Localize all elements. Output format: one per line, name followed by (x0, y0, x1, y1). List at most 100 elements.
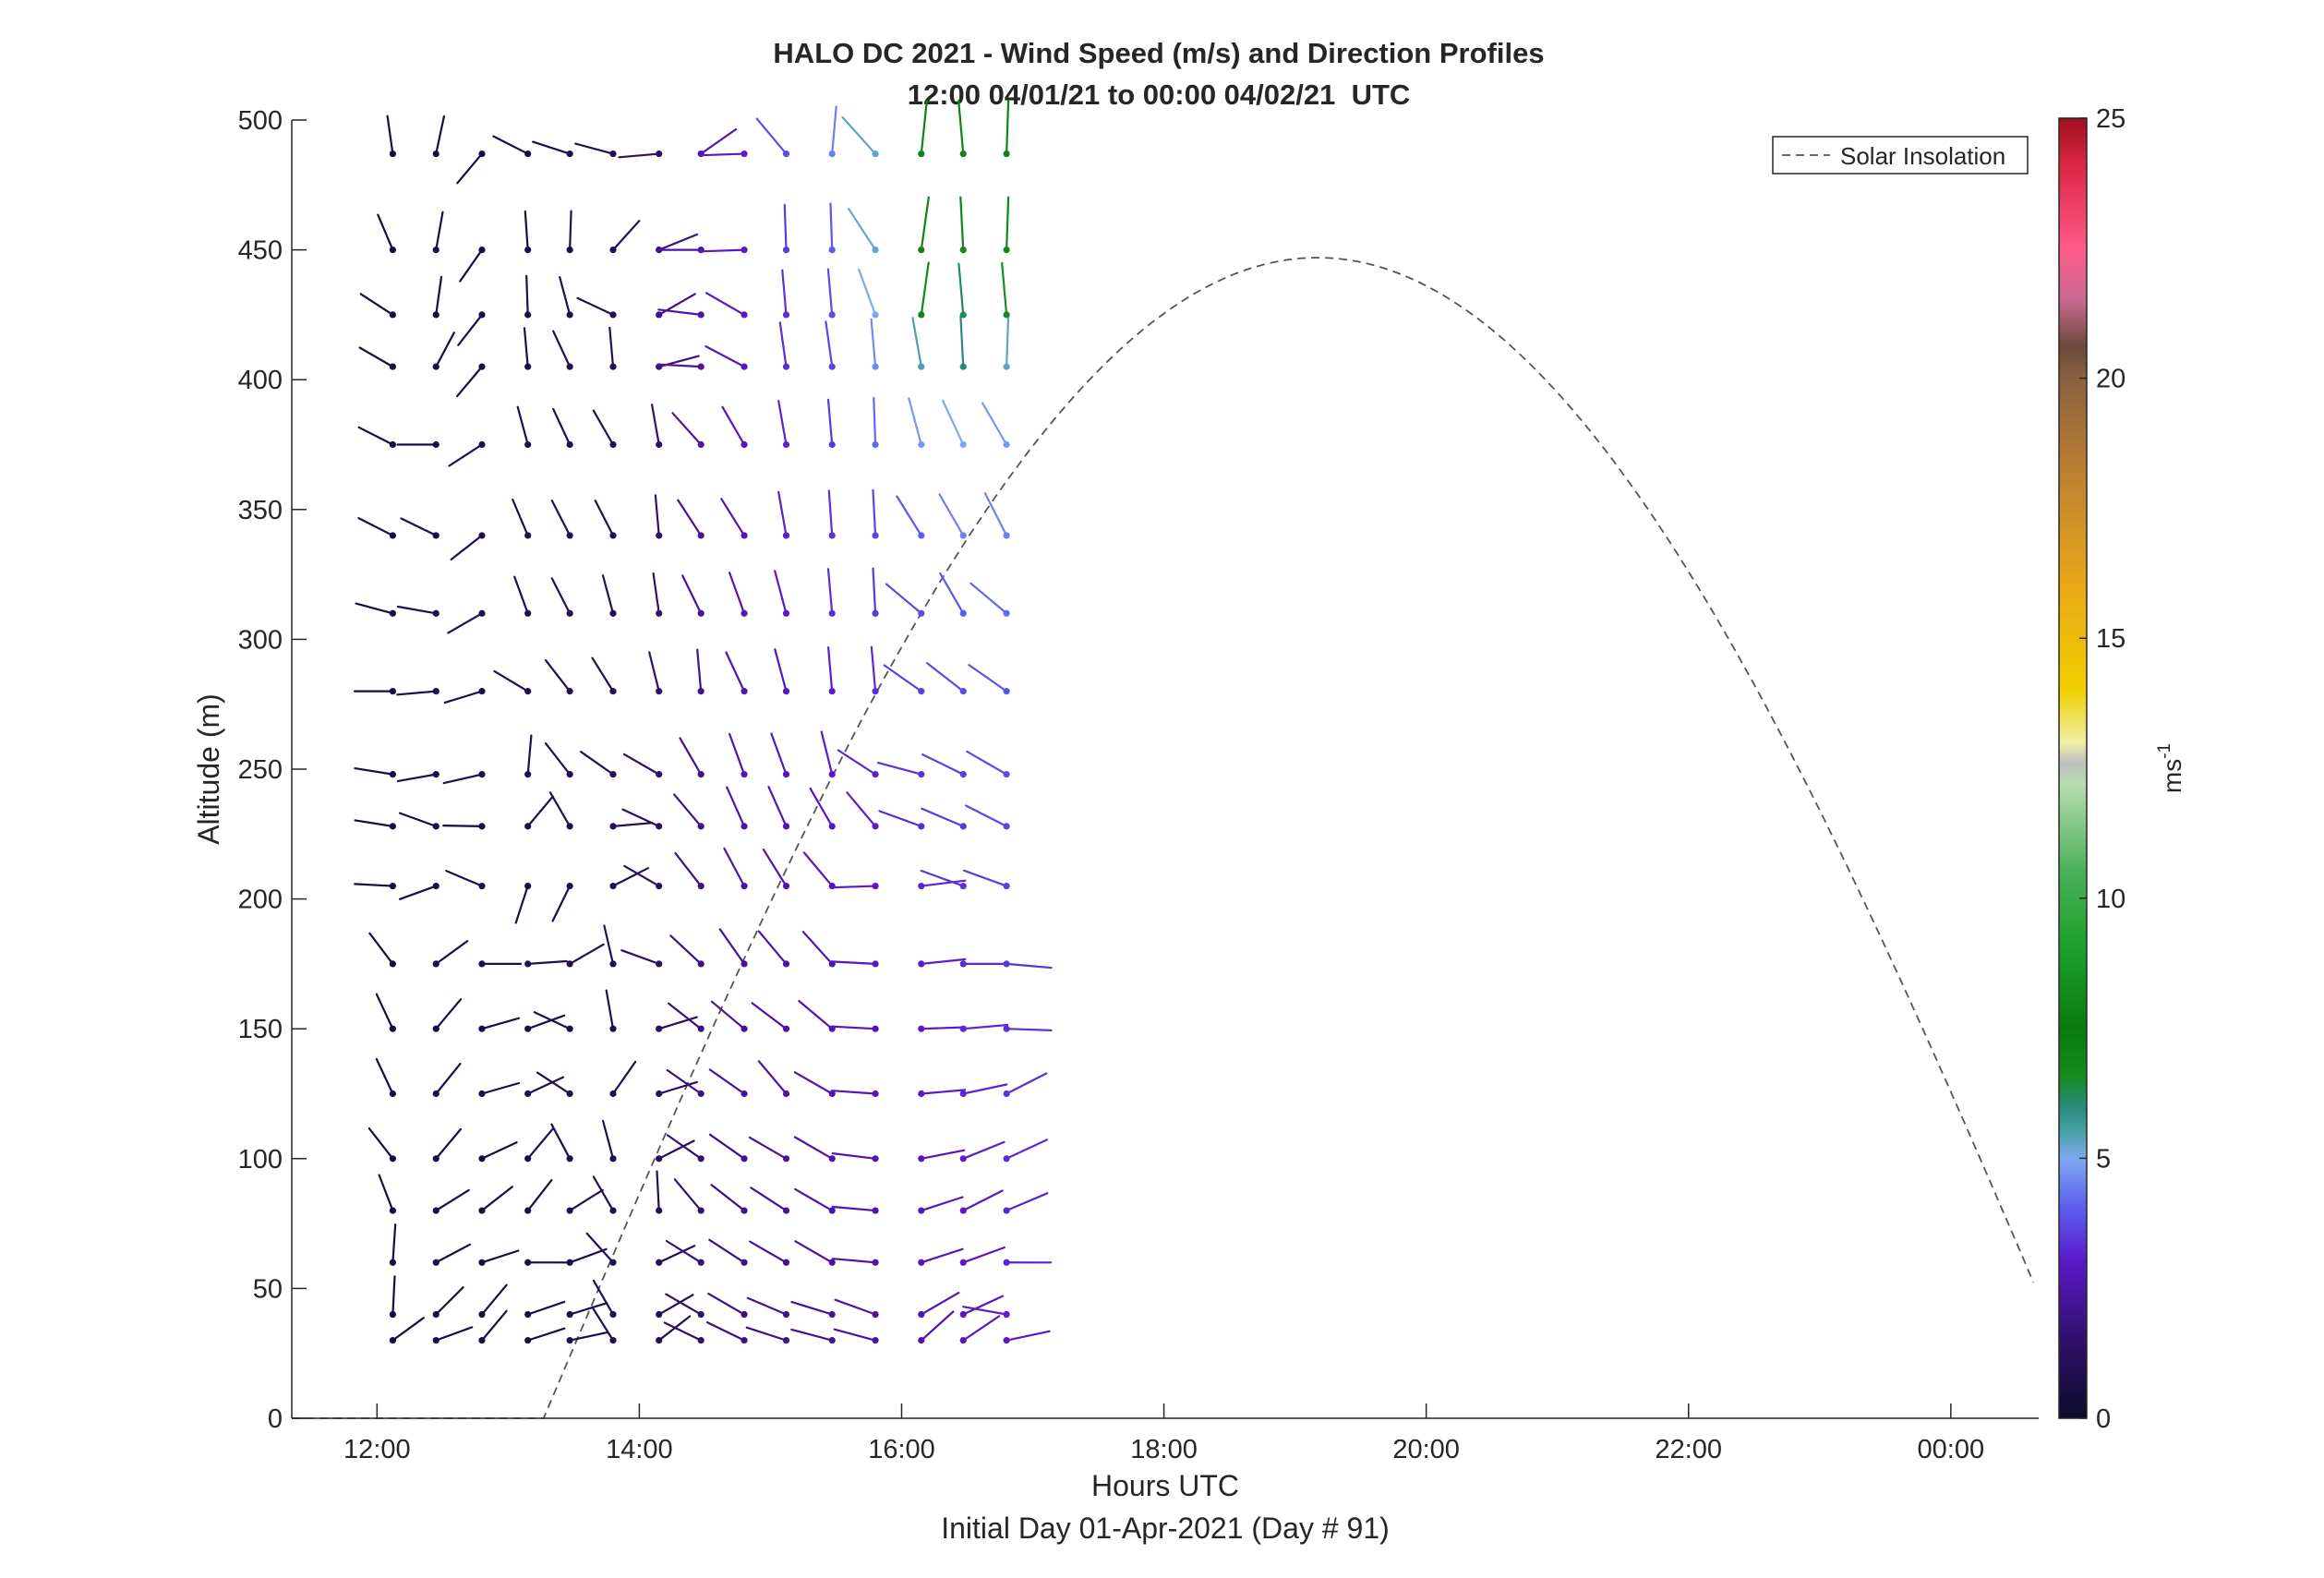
wind-barb-station-dot (389, 882, 396, 890)
wind-barb-station-dot (478, 440, 486, 449)
solar-insolation-curve (292, 257, 2035, 1419)
wind-barb-station-dot (697, 1155, 704, 1162)
wind-barb-shaft (665, 1293, 703, 1316)
wind-barb-shaft (1005, 196, 1010, 251)
wind-barb-station-dot (524, 1090, 532, 1098)
wind-barb-shaft (745, 1326, 788, 1342)
y-tick-label: 300 (238, 625, 283, 655)
wind-barb-station-dot (389, 363, 396, 370)
wind-barb-shaft (826, 398, 834, 446)
wind-barb-station-dot (432, 440, 440, 449)
wind-barb-station-dot (389, 532, 396, 539)
wind-barb-station-dot (1003, 532, 1010, 539)
wind-barb-shaft (726, 786, 746, 827)
wind-barb-shaft (793, 1136, 834, 1160)
wind-barb-station-dot (566, 688, 573, 695)
wind-barb-station-dot (782, 532, 790, 539)
wind-barb-shaft (708, 1068, 746, 1095)
wind-barb-shaft (801, 931, 834, 966)
wind-barb-shaft (831, 1090, 877, 1095)
x-axis-sublabel: Initial Day 01-Apr-2021 (Day # 91) (941, 1512, 1390, 1545)
wind-barb-shaft (552, 330, 572, 368)
wind-barb-shaft (621, 808, 660, 827)
wind-barb-shaft (569, 1247, 608, 1264)
colorbar-tick-label: 20 (2096, 365, 2125, 394)
wind-barb-station-dot (656, 1025, 663, 1032)
wind-barb-station-dot (432, 1090, 440, 1098)
wind-barb-station-dot (609, 363, 617, 370)
wind-barb-station-dot (609, 150, 617, 158)
wind-barb-shaft (908, 397, 922, 446)
wind-barb-station-dot (828, 1310, 836, 1319)
wind-barb-shaft (512, 498, 529, 537)
wind-barb-shaft (480, 1249, 520, 1264)
wind-barb-shaft (532, 140, 572, 155)
wind-barb-station-dot (828, 1337, 836, 1344)
wind-barb-shaft (398, 885, 438, 900)
wind-barb-station-dot (782, 688, 790, 695)
wind-barb-shaft (456, 152, 484, 185)
wind-barb-station-dot (918, 823, 925, 830)
colorbar-tick-label: 5 (2096, 1144, 2111, 1174)
chart-title: HALO DC 2021 - Wind Speed (m/s) and Dire… (773, 37, 1544, 69)
solar-insolation-layer (292, 257, 2035, 1419)
wind-barb-shaft (968, 663, 1008, 693)
wind-barb-station-dot (828, 1259, 836, 1266)
wind-barb-station-dot (959, 440, 967, 449)
wind-barb-station-dot (741, 532, 748, 539)
wind-barb-station-dot (959, 1090, 967, 1098)
wind-barb-shaft (969, 582, 1008, 615)
wind-barb-station-dot (609, 1310, 617, 1319)
wind-barb-station-dot (524, 1207, 532, 1214)
wind-barb-shaft (959, 196, 965, 251)
wind-barb-station-dot (782, 771, 790, 778)
wind-barb-station-dot (478, 363, 486, 370)
wind-barb-shaft (704, 292, 746, 316)
wind-barb-shaft (793, 1071, 834, 1095)
x-ticks: 12:00 14:00 16:00 18:00 20:00 22:00 00:00 (343, 1403, 1984, 1464)
wind-barb-station-dot (389, 960, 396, 968)
wind-barb-shaft (620, 949, 660, 966)
wind-barb-station-dot (389, 311, 396, 319)
wind-barb-station-dot (524, 609, 532, 617)
wind-barb-shaft (354, 766, 394, 776)
wind-barb-shaft (1005, 1138, 1049, 1160)
wind-barb-shaft (794, 1240, 834, 1264)
wind-barb-station-dot (872, 363, 879, 370)
wind-barb-station-dot (609, 609, 617, 617)
wind-barb-station-dot (609, 1337, 617, 1344)
wind-barb-station-dot (918, 311, 925, 319)
wind-barb-station-dot (524, 247, 532, 254)
wind-barb-shaft (920, 100, 928, 155)
wind-barb-station-dot (432, 311, 440, 319)
wind-barb-shaft (833, 1328, 877, 1342)
wind-barb-station-dot (389, 1155, 396, 1162)
wind-barb-station-dot (609, 823, 617, 830)
wind-barb-station-dot (782, 1207, 790, 1214)
wind-barb-station-dot (609, 532, 617, 539)
wind-barb-shaft (480, 1309, 508, 1342)
wind-barb-station-dot (389, 1259, 396, 1266)
wind-barb-station-dot (609, 1155, 617, 1162)
wind-barb-shaft (601, 1119, 615, 1160)
colorbar-label-unit: ms (2158, 759, 2186, 793)
wind-barb-shaft (848, 208, 877, 251)
wind-barb-shaft (368, 932, 394, 966)
wind-barb-station-dot (1003, 150, 1010, 158)
wind-barb-shaft (514, 885, 529, 924)
wind-barb-station-dot (872, 960, 879, 968)
wind-barb-station-dot (566, 363, 573, 370)
wind-barb-station-dot (609, 771, 617, 778)
wind-barb-shaft (359, 293, 394, 316)
wind-barb-shaft (358, 346, 394, 368)
wind-barb-station-dot (656, 1090, 663, 1098)
wind-barb-station-dot (828, 688, 836, 695)
wind-barb-shaft (920, 1310, 955, 1342)
wind-barb-station-dot (872, 823, 879, 830)
wind-barb-shaft (707, 1292, 746, 1316)
wind-barb-shaft (601, 574, 615, 615)
wind-barb-shaft (926, 662, 965, 693)
wind-barb-shaft (457, 313, 484, 346)
wind-barb-station-dot (697, 311, 704, 319)
wind-barb-station-dot (389, 150, 396, 158)
